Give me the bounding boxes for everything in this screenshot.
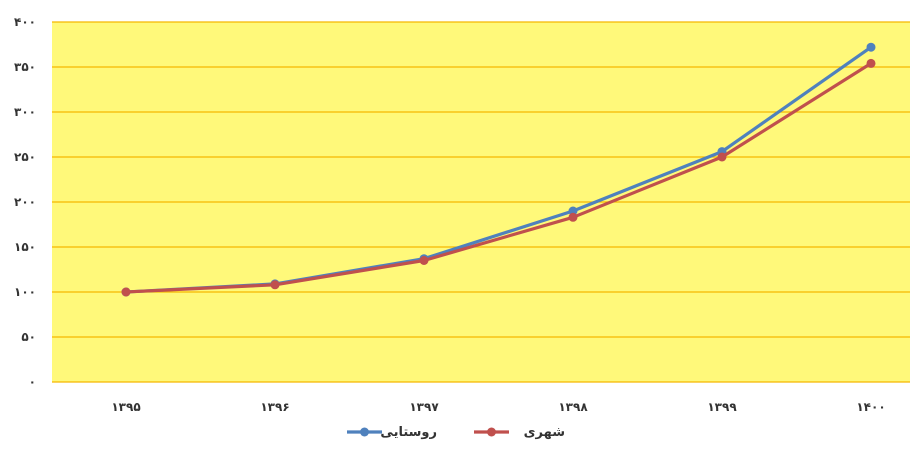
legend-item: روستایی — [347, 425, 437, 440]
legend-swatch-marker — [487, 427, 496, 437]
y-tick-label: ۳۵۰ — [14, 60, 36, 74]
series-urban — [121, 58, 876, 297]
legend-label: شهری — [524, 425, 565, 440]
legend-swatch-marker — [360, 427, 369, 437]
y-tick-label: ۵۰ — [21, 330, 36, 344]
x-axis-tick-labels: ۱۳۹۵ ۱۳۹۶ ۱۳۹۷ ۱۳۹۸ ۱۳۹۹ ۱۴۰۰ — [111, 400, 885, 414]
data-point — [568, 212, 578, 222]
y-tick-label: ۰ — [29, 375, 36, 389]
series-line — [124, 61, 873, 294]
y-tick-label: ۱۰۰ — [14, 285, 36, 299]
data-point — [121, 287, 131, 297]
data-point — [717, 152, 727, 162]
x-tick-label: ۱۳۹۹ — [707, 400, 737, 414]
series-layer — [121, 42, 876, 297]
y-axis-tick-labels: ۰ ۵۰ ۱۰۰ ۱۵۰ ۲۰۰ ۲۵۰ ۳۰۰ ۳۵۰ ۴۰۰ — [14, 15, 36, 389]
y-tick-label: ۲۰۰ — [14, 195, 36, 209]
data-point — [270, 280, 280, 290]
x-tick-label: ۱۳۹۷ — [409, 400, 439, 414]
y-tick-label: ۱۵۰ — [14, 240, 36, 254]
data-point — [568, 206, 578, 216]
gridlines — [52, 21, 910, 383]
data-point — [866, 42, 876, 52]
legend-label: روستایی — [380, 425, 437, 440]
x-tick-label: ۱۳۹۵ — [111, 400, 140, 414]
data-point — [866, 58, 876, 68]
y-tick-label: ۲۵۰ — [14, 150, 36, 164]
x-tick-label: ۱۳۹۸ — [558, 400, 588, 414]
x-tick-label: ۱۴۰۰ — [856, 400, 885, 414]
y-tick-label: ۳۰۰ — [14, 105, 36, 119]
data-point — [419, 256, 429, 265]
y-tick-label: ۴۰۰ — [14, 15, 36, 29]
legend-item: شهری — [474, 425, 565, 440]
x-tick-label: ۱۳۹۶ — [260, 400, 289, 414]
legend: روستایی شهری — [347, 425, 565, 440]
